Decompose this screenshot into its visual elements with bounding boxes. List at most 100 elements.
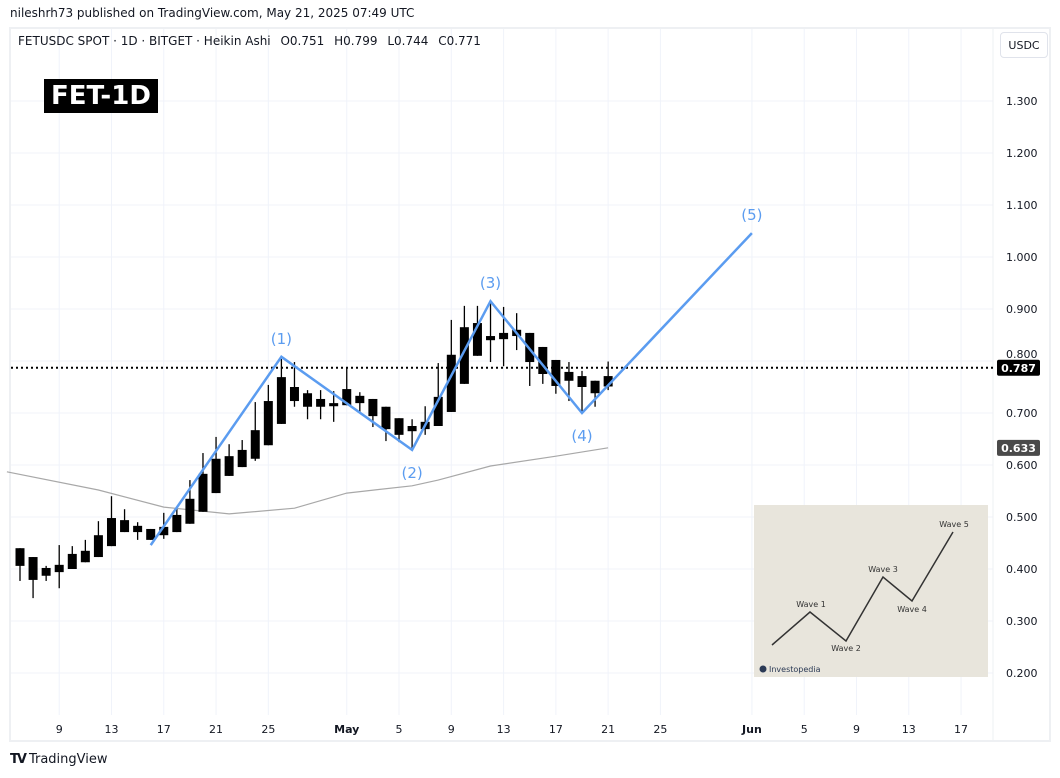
candle-2025-05-19[interactable] <box>577 370 587 412</box>
candle-2025-05-01[interactable] <box>342 367 352 406</box>
candle-2025-05-20[interactable] <box>590 380 600 407</box>
time-tick-label: 9 <box>56 723 63 736</box>
candle-2025-04-07[interactable] <box>28 557 38 599</box>
candle-body <box>106 518 116 547</box>
candle-2025-05-04[interactable] <box>381 406 391 442</box>
time-tick-label: 9 <box>853 723 860 736</box>
tradingview-logo[interactable]: TV TradingView <box>10 752 107 767</box>
price-tick-label: 0.600 <box>1006 459 1038 472</box>
candle-body <box>603 376 613 387</box>
elliott-wave-inset-image: Wave 1 Wave 2 Wave 3 Wave 4 Wave 5 Inves… <box>754 505 988 677</box>
candle-2025-05-06[interactable] <box>407 419 417 451</box>
candle-2025-05-12[interactable] <box>486 302 496 363</box>
price-tick-label: 0.700 <box>1006 407 1038 420</box>
time-tick-label: 13 <box>902 723 916 736</box>
candle-body <box>276 377 286 424</box>
candle-2025-04-15[interactable] <box>133 522 143 540</box>
price-tick-label: 1.200 <box>1006 147 1038 160</box>
candle-2025-04-09[interactable] <box>54 545 64 589</box>
price-tick-label: 0.900 <box>1006 303 1038 316</box>
time-tick-label: 17 <box>549 723 563 736</box>
candle-2025-05-09[interactable] <box>446 319 456 412</box>
inset-label-wave-3: Wave 3 <box>868 565 898 574</box>
candle-body <box>133 525 143 533</box>
candle-body <box>329 403 339 407</box>
candle-body <box>472 323 482 356</box>
candle-2025-04-08[interactable] <box>41 565 51 581</box>
candle-2025-04-16[interactable] <box>146 528 156 540</box>
candle-body <box>120 520 130 533</box>
candle-body <box>93 535 103 558</box>
wave-label-1: (1) <box>271 330 292 348</box>
candle-2025-05-05[interactable] <box>394 418 404 443</box>
candle-2025-04-23[interactable] <box>237 440 247 468</box>
candle-2025-04-24[interactable] <box>250 402 260 461</box>
candle-2025-05-10[interactable] <box>459 305 469 384</box>
candles <box>15 302 613 599</box>
candle-body <box>499 332 509 340</box>
candle-2025-04-26[interactable] <box>276 358 286 424</box>
price-tick-label: 1.000 <box>1006 251 1038 264</box>
candle-2025-04-06[interactable] <box>15 548 25 581</box>
candle-2025-04-18[interactable] <box>172 507 182 533</box>
candle-body <box>577 376 587 387</box>
symbol-info: FETUSDC SPOT · 1D · BITGET · Heikin Ashi <box>18 34 271 48</box>
candle-2025-04-13[interactable] <box>106 496 116 547</box>
candle-2025-05-17[interactable] <box>551 359 561 394</box>
candle-body <box>198 473 208 512</box>
currency-button[interactable]: USDC <box>1000 32 1048 58</box>
candle-body <box>41 567 51 576</box>
candle-2025-04-11[interactable] <box>80 539 90 563</box>
time-tick-label: 17 <box>157 723 171 736</box>
price-axis: 1.300 1.200 1.100 1.000 0.900 0.800 0.700 0.600… <box>997 95 1040 680</box>
symbol-legend: FETUSDC SPOT · 1D · BITGET · Heikin Ashi… <box>18 34 487 48</box>
candle-2025-04-22[interactable] <box>224 444 234 476</box>
candle-2025-04-12[interactable] <box>93 521 103 558</box>
candle-2025-04-14[interactable] <box>120 509 130 533</box>
candle-body <box>394 418 404 435</box>
candle-2025-05-18[interactable] <box>564 362 574 402</box>
price-tick-label: 1.300 <box>1006 95 1038 108</box>
candle-2025-04-27[interactable] <box>289 362 299 407</box>
candle-2025-04-20[interactable] <box>198 453 208 512</box>
candle-2025-04-21[interactable] <box>211 436 221 494</box>
time-tick-label: 17 <box>954 723 968 736</box>
inset-label-wave-5: Wave 5 <box>939 520 969 529</box>
candle-body <box>381 406 391 430</box>
wave-line <box>149 232 753 546</box>
ma-price-tag <box>997 439 1040 456</box>
chart-frame <box>9 27 1051 742</box>
candle-2025-05-02[interactable] <box>355 392 365 412</box>
time-tick-label: 21 <box>601 723 615 736</box>
candle-2025-05-11[interactable] <box>472 305 482 356</box>
wave-label-5: (5) <box>741 206 762 224</box>
candle-2025-04-28[interactable] <box>303 390 313 420</box>
current-price-tag <box>997 359 1040 376</box>
candle-body <box>538 346 548 374</box>
inset-source: Investopedia <box>769 665 821 674</box>
ohlc-high: H0.799 <box>334 34 378 48</box>
candle-body <box>172 514 182 533</box>
moving-average <box>6 447 609 515</box>
time-tick-label: 13 <box>104 723 118 736</box>
candle-body <box>486 336 496 341</box>
candle-2025-04-10[interactable] <box>67 546 77 569</box>
candle-2025-05-15[interactable] <box>525 332 535 386</box>
candle-body <box>54 564 64 573</box>
time-tick-label: 9 <box>448 723 455 736</box>
price-tick-label: 0.800 <box>1006 348 1038 361</box>
candle-body <box>146 528 156 540</box>
candle-2025-05-08[interactable] <box>433 363 443 426</box>
time-tick-label: 5 <box>396 723 403 736</box>
price-tick-label: 0.500 <box>1006 511 1038 524</box>
inset-label-wave-2: Wave 2 <box>831 644 861 653</box>
time-tick-label: 21 <box>209 723 223 736</box>
candle-body <box>250 430 260 459</box>
candle-body <box>342 389 352 406</box>
candle-2025-04-25[interactable] <box>263 384 273 446</box>
candle-2025-04-29[interactable] <box>316 390 326 420</box>
candle-2025-04-30[interactable] <box>329 391 339 422</box>
inset-background <box>754 505 988 677</box>
candle-body <box>28 557 38 580</box>
